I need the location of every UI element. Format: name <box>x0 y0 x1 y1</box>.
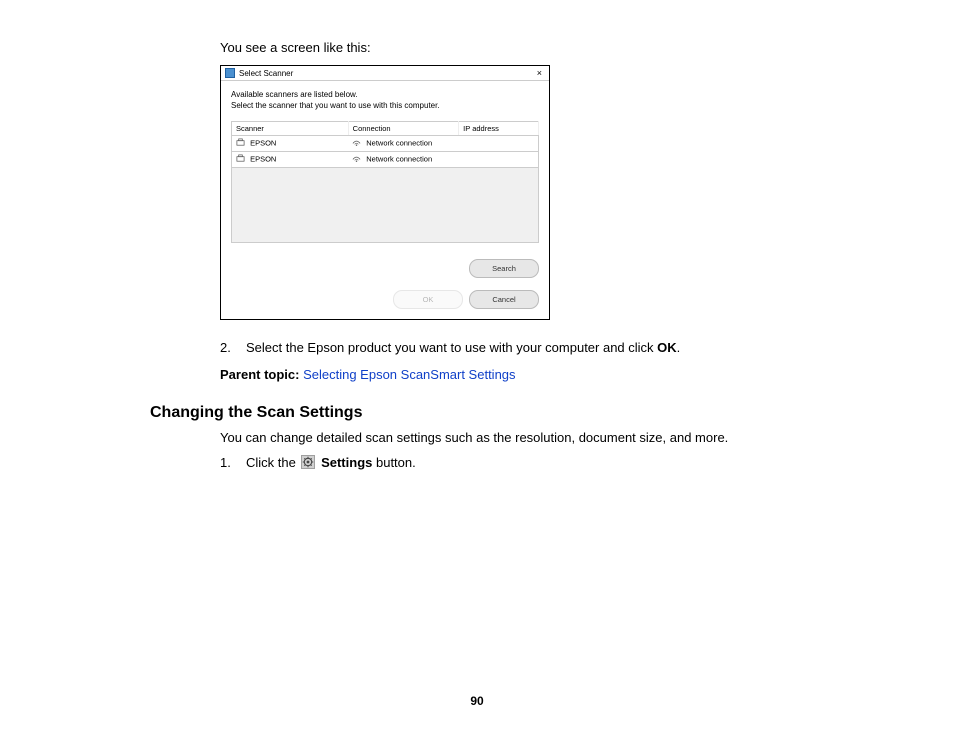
step-text-after: button. <box>372 455 415 470</box>
parent-topic: Parent topic: Selecting Epson ScanSmart … <box>220 367 874 382</box>
step-number: 1. <box>220 455 234 472</box>
step-2: 2. Select the Epson product you want to … <box>220 340 874 355</box>
intro-text: You see a screen like this: <box>220 40 874 55</box>
step-text: Select the Epson product you want to use… <box>246 340 680 355</box>
printer-icon <box>236 154 245 165</box>
dialog-title: Select Scanner <box>239 69 530 78</box>
page-number: 90 <box>0 694 954 708</box>
connection-type: Network connection <box>366 139 432 148</box>
col-ip: IP address <box>459 122 539 136</box>
step-text-bold: OK <box>657 340 677 355</box>
table-filler <box>232 168 539 243</box>
step-text-bold: Settings <box>317 455 372 470</box>
section-body: You can change detailed scan settings su… <box>220 430 874 445</box>
dialog-description: Available scanners are listed below. Sel… <box>231 89 539 111</box>
network-icon <box>352 138 361 149</box>
scanner-name: EPSON <box>250 155 276 164</box>
dialog-desc-line1: Available scanners are listed below. <box>231 89 539 100</box>
app-icon <box>225 68 235 78</box>
section-heading: Changing the Scan Settings <box>150 404 874 422</box>
connection-type: Network connection <box>366 155 432 164</box>
close-icon[interactable]: × <box>534 68 545 78</box>
col-connection: Connection <box>348 122 459 136</box>
select-scanner-dialog: Select Scanner × Available scanners are … <box>220 65 550 320</box>
dialog-desc-line2: Select the scanner that you want to use … <box>231 100 539 111</box>
search-button[interactable]: Search <box>469 259 539 278</box>
step-text-before: Select the Epson product you want to use… <box>246 340 657 355</box>
step-1: 1. Click the Settings button. <box>220 455 874 472</box>
parent-topic-link[interactable]: Selecting Epson ScanSmart Settings <box>303 367 515 382</box>
settings-icon <box>301 455 315 472</box>
network-icon <box>352 154 361 165</box>
printer-icon <box>236 138 245 149</box>
dialog-titlebar: Select Scanner × <box>221 66 549 81</box>
ip-address <box>459 136 539 152</box>
step-text-before: Click the <box>246 455 299 470</box>
scanner-name: EPSON <box>250 139 276 148</box>
ip-address <box>459 152 539 168</box>
cancel-button[interactable]: Cancel <box>469 290 539 309</box>
table-row[interactable]: EPSON Network connection <box>232 152 539 168</box>
step-text: Click the Settings button. <box>246 455 416 472</box>
table-row[interactable]: EPSON Network connection <box>232 136 539 152</box>
step-number: 2. <box>220 340 234 355</box>
ok-button[interactable]: OK <box>393 290 463 309</box>
step-text-after: . <box>677 340 681 355</box>
scanner-table: Scanner Connection IP address EPSON <box>231 121 539 243</box>
parent-topic-label: Parent topic: <box>220 367 303 382</box>
col-scanner: Scanner <box>232 122 349 136</box>
